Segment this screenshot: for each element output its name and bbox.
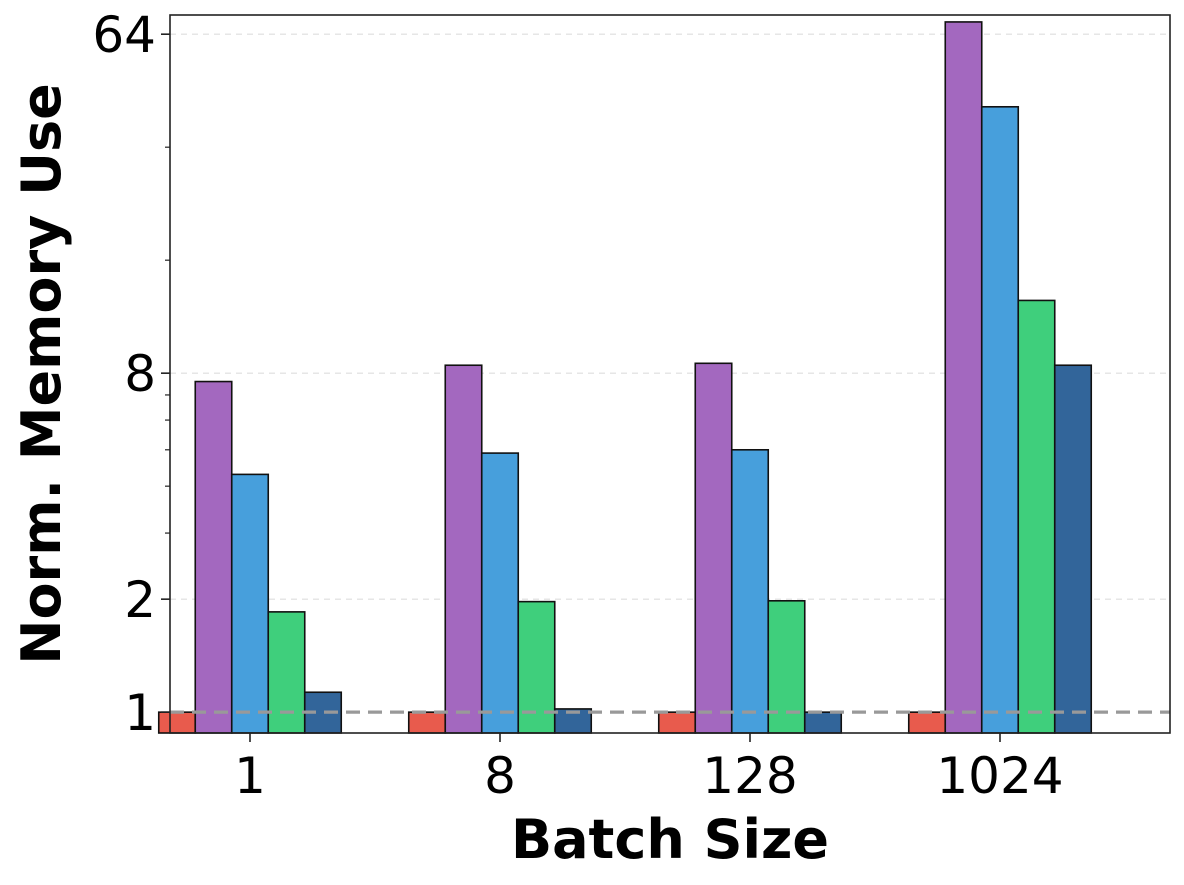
bar — [267, 611, 306, 734]
bar — [944, 21, 983, 734]
bar — [480, 452, 520, 734]
bar — [1017, 299, 1056, 734]
y-tick-label: 2 — [124, 571, 156, 629]
bar — [907, 711, 947, 734]
x-tick-label: 1 — [234, 747, 266, 805]
y-tick-label: 64 — [92, 6, 156, 64]
x-tick-label: 1024 — [936, 747, 1063, 805]
bar — [444, 364, 483, 734]
bar — [694, 362, 733, 734]
bar — [407, 711, 447, 734]
bar — [1053, 364, 1093, 734]
plot-frame — [169, 14, 1171, 734]
x-tick-label: 128 — [702, 747, 797, 805]
bar — [657, 711, 697, 734]
bar — [230, 473, 270, 734]
bar — [730, 448, 770, 734]
x-tick-label: 8 — [484, 747, 516, 805]
bar — [980, 105, 1020, 734]
x-axis-title: Batch Size — [511, 808, 829, 871]
bar — [803, 711, 843, 734]
bar — [157, 711, 197, 734]
x-axis: 1 8 128 1024 — [234, 733, 1064, 805]
y-tick-label: 8 — [124, 345, 156, 403]
bars — [157, 21, 1093, 734]
y-axis: 1 2 8 64 — [92, 6, 170, 742]
y-axis-title: Norm. Memory Use — [10, 83, 73, 664]
y-tick-label: 1 — [124, 684, 156, 742]
bar — [194, 380, 233, 734]
gridlines — [170, 33, 1170, 600]
